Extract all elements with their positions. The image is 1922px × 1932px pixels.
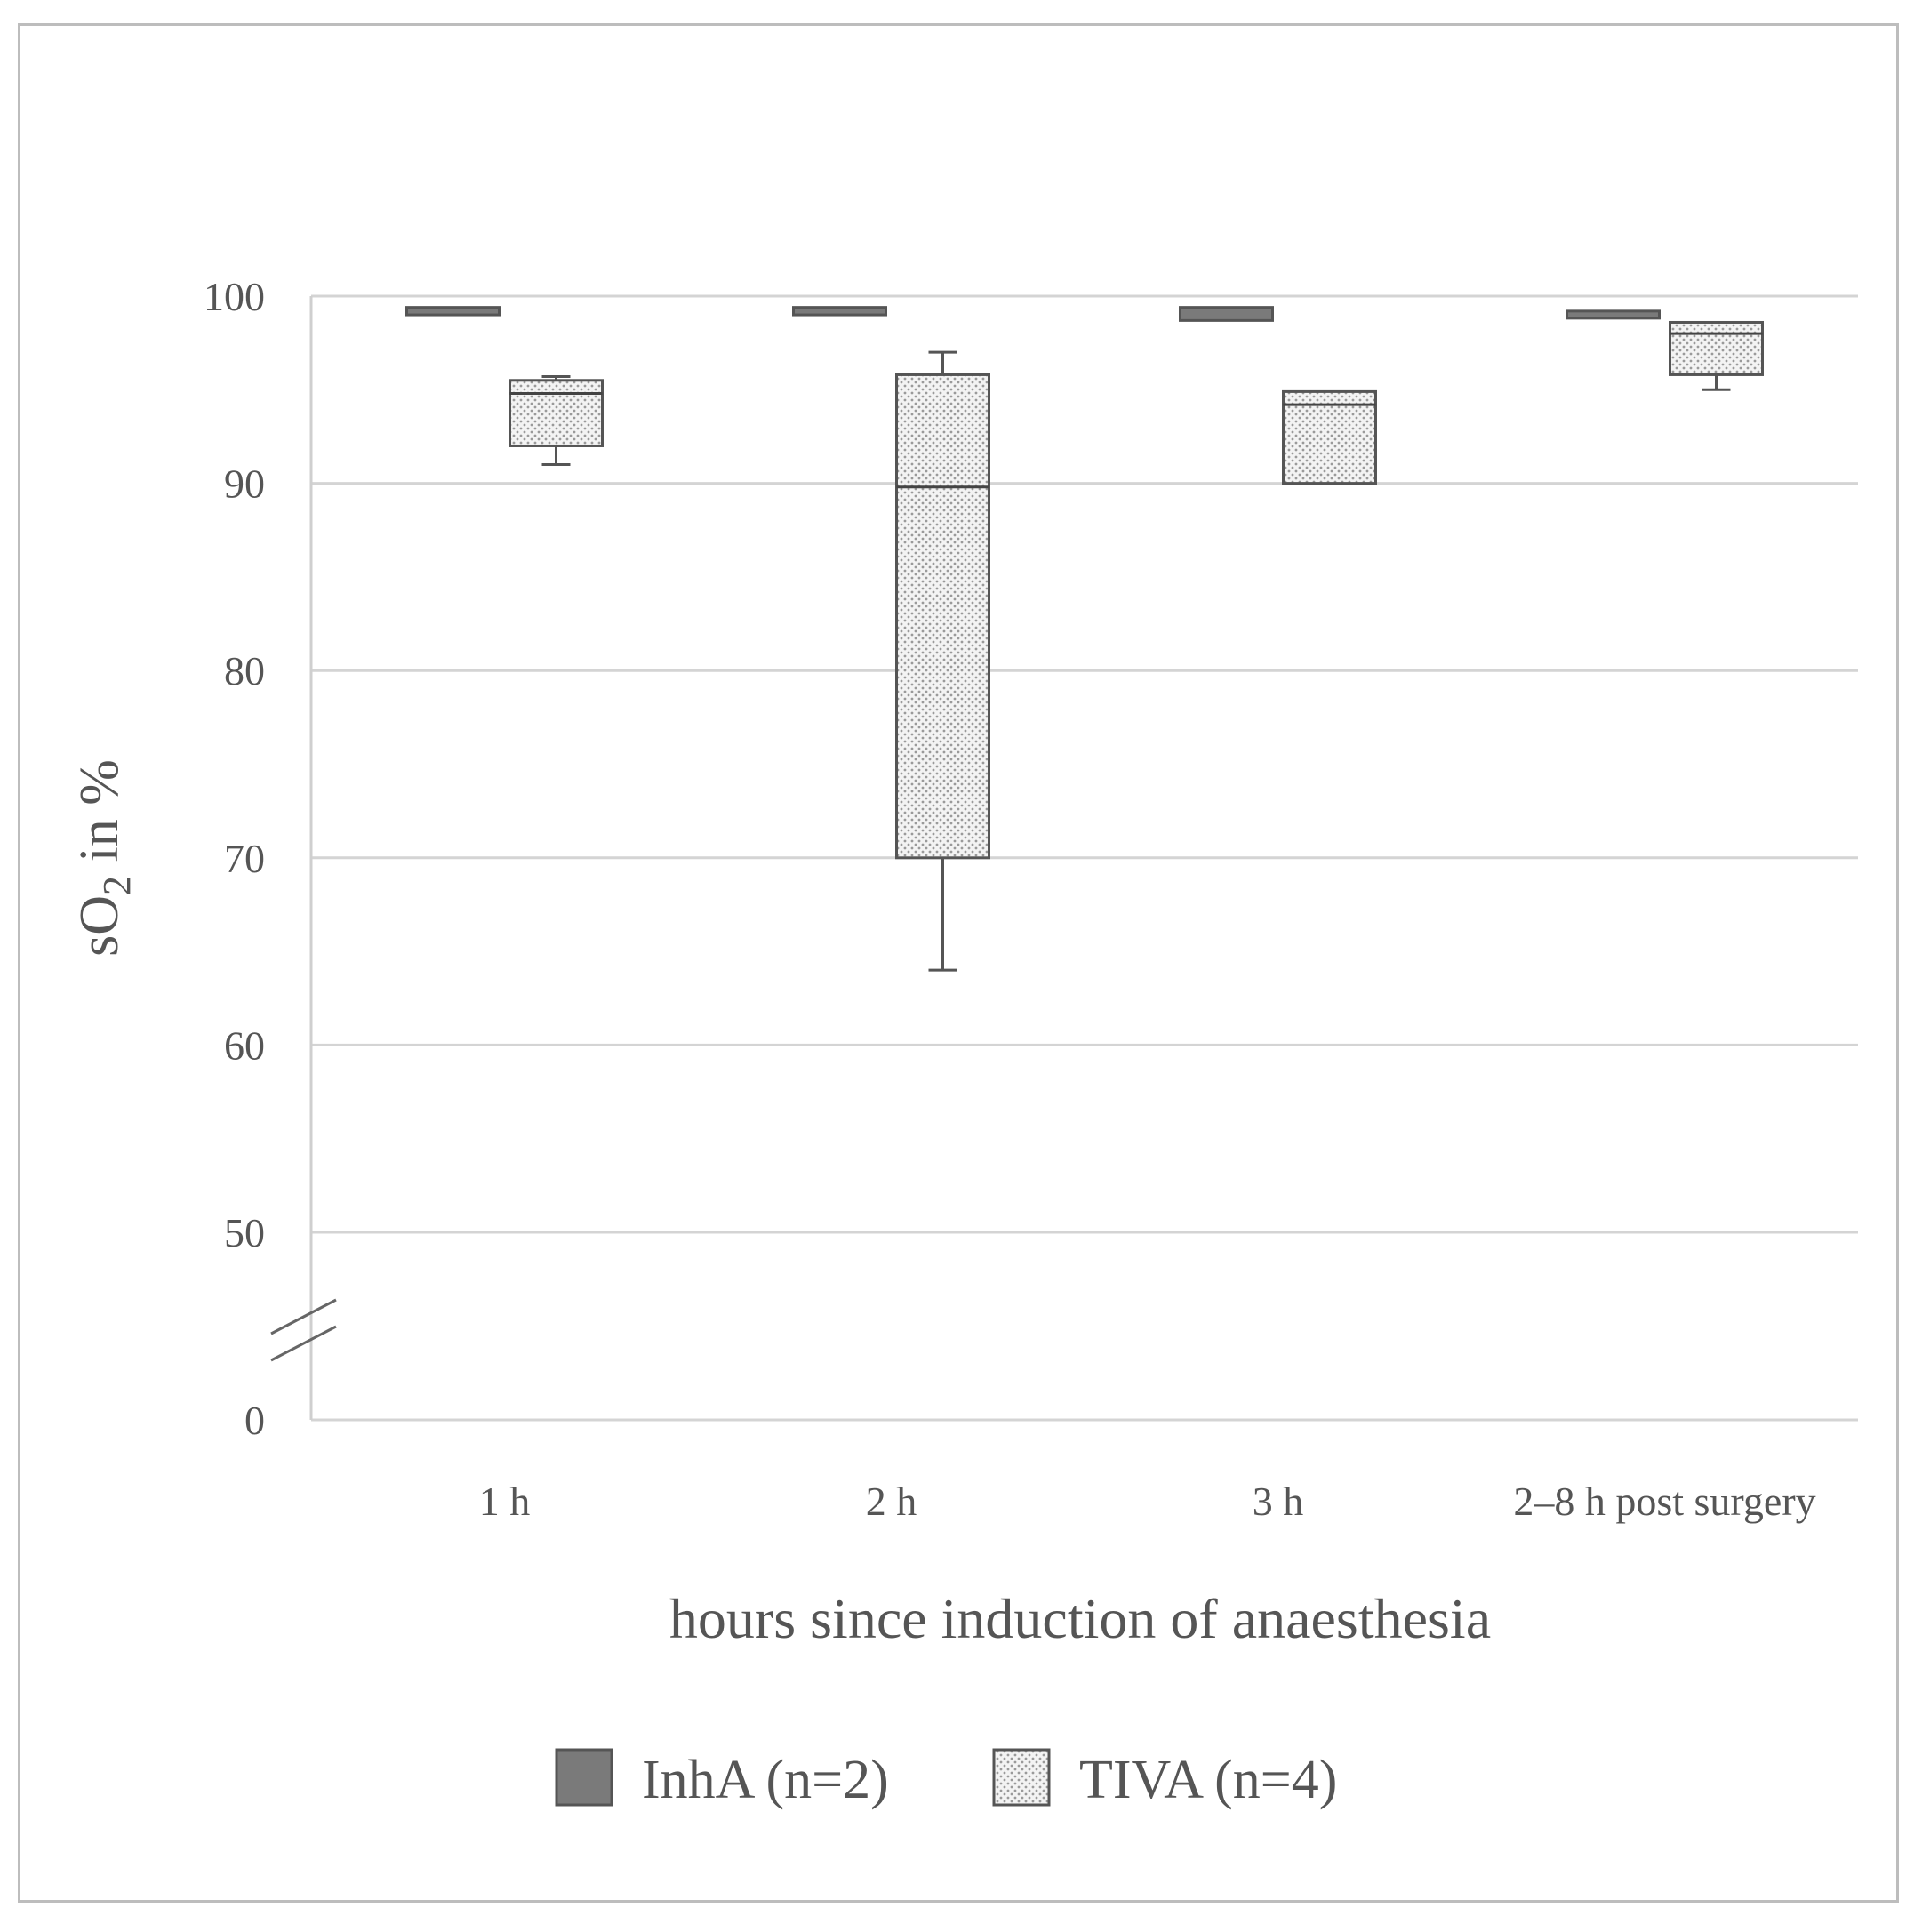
x-axis-title: hours since induction of anaesthesia — [669, 1587, 1491, 1650]
y-axis-title-suffix: in % — [69, 759, 130, 876]
box-tiva-2 — [895, 350, 990, 972]
y-tick-label-60: 60 — [224, 1022, 265, 1068]
gridlines — [311, 294, 1858, 1422]
box-body — [792, 306, 887, 317]
box-body — [405, 306, 501, 317]
axes — [270, 296, 337, 1420]
y-axis-title-main: sO — [69, 895, 130, 957]
y-axis-title-subscript: 2 — [95, 876, 139, 895]
box-body — [1669, 320, 1764, 376]
y-tick-label-50: 50 — [224, 1210, 265, 1255]
box-body — [895, 373, 990, 860]
box-inha-2 — [792, 306, 887, 317]
box-body — [1282, 389, 1377, 485]
boxes — [405, 306, 1764, 972]
x-category-labels: 1 h 2 h 3 h 2–8 h post surgery — [479, 1479, 1816, 1524]
x-category-label-3: 3 h — [1253, 1479, 1304, 1524]
box-tiva-3 — [1282, 389, 1377, 485]
box-inha-4 — [1566, 309, 1661, 320]
axis-break-mark-2 — [270, 1325, 337, 1362]
legend: InhA (n=2) TIVA (n=4) — [555, 1748, 1337, 1810]
box-tiva-1 — [509, 375, 604, 467]
legend-swatch-tiva — [992, 1748, 1051, 1807]
y-tick-label-90: 90 — [224, 461, 265, 507]
y-axis-title: sO2 in % — [69, 759, 139, 957]
y-tick-label-70: 70 — [224, 836, 265, 881]
x-category-label-1: 1 h — [479, 1479, 531, 1524]
box-body — [1566, 309, 1661, 320]
axis-break-mark-1 — [270, 1298, 337, 1335]
chart-frame — [18, 23, 1899, 1903]
y-tick-label-100: 100 — [204, 274, 265, 319]
box-tiva-4 — [1669, 320, 1764, 391]
y-tick-labels: 0 50 60 70 80 90 100 — [204, 274, 265, 1443]
legend-swatch-inha — [555, 1748, 613, 1807]
y-tick-label-80: 80 — [224, 648, 265, 693]
box-body — [1179, 306, 1274, 322]
box-inha-3 — [1179, 306, 1274, 322]
box-inha-1 — [405, 306, 501, 317]
box-body — [509, 379, 604, 447]
legend-label-tiva: TIVA (n=4) — [1079, 1750, 1337, 1810]
x-category-label-2: 2 h — [866, 1479, 917, 1524]
x-category-label-4: 2–8 h post surgery — [1513, 1479, 1815, 1524]
legend-label-inha: InhA (n=2) — [642, 1750, 889, 1810]
y-tick-label-0: 0 — [244, 1398, 265, 1443]
